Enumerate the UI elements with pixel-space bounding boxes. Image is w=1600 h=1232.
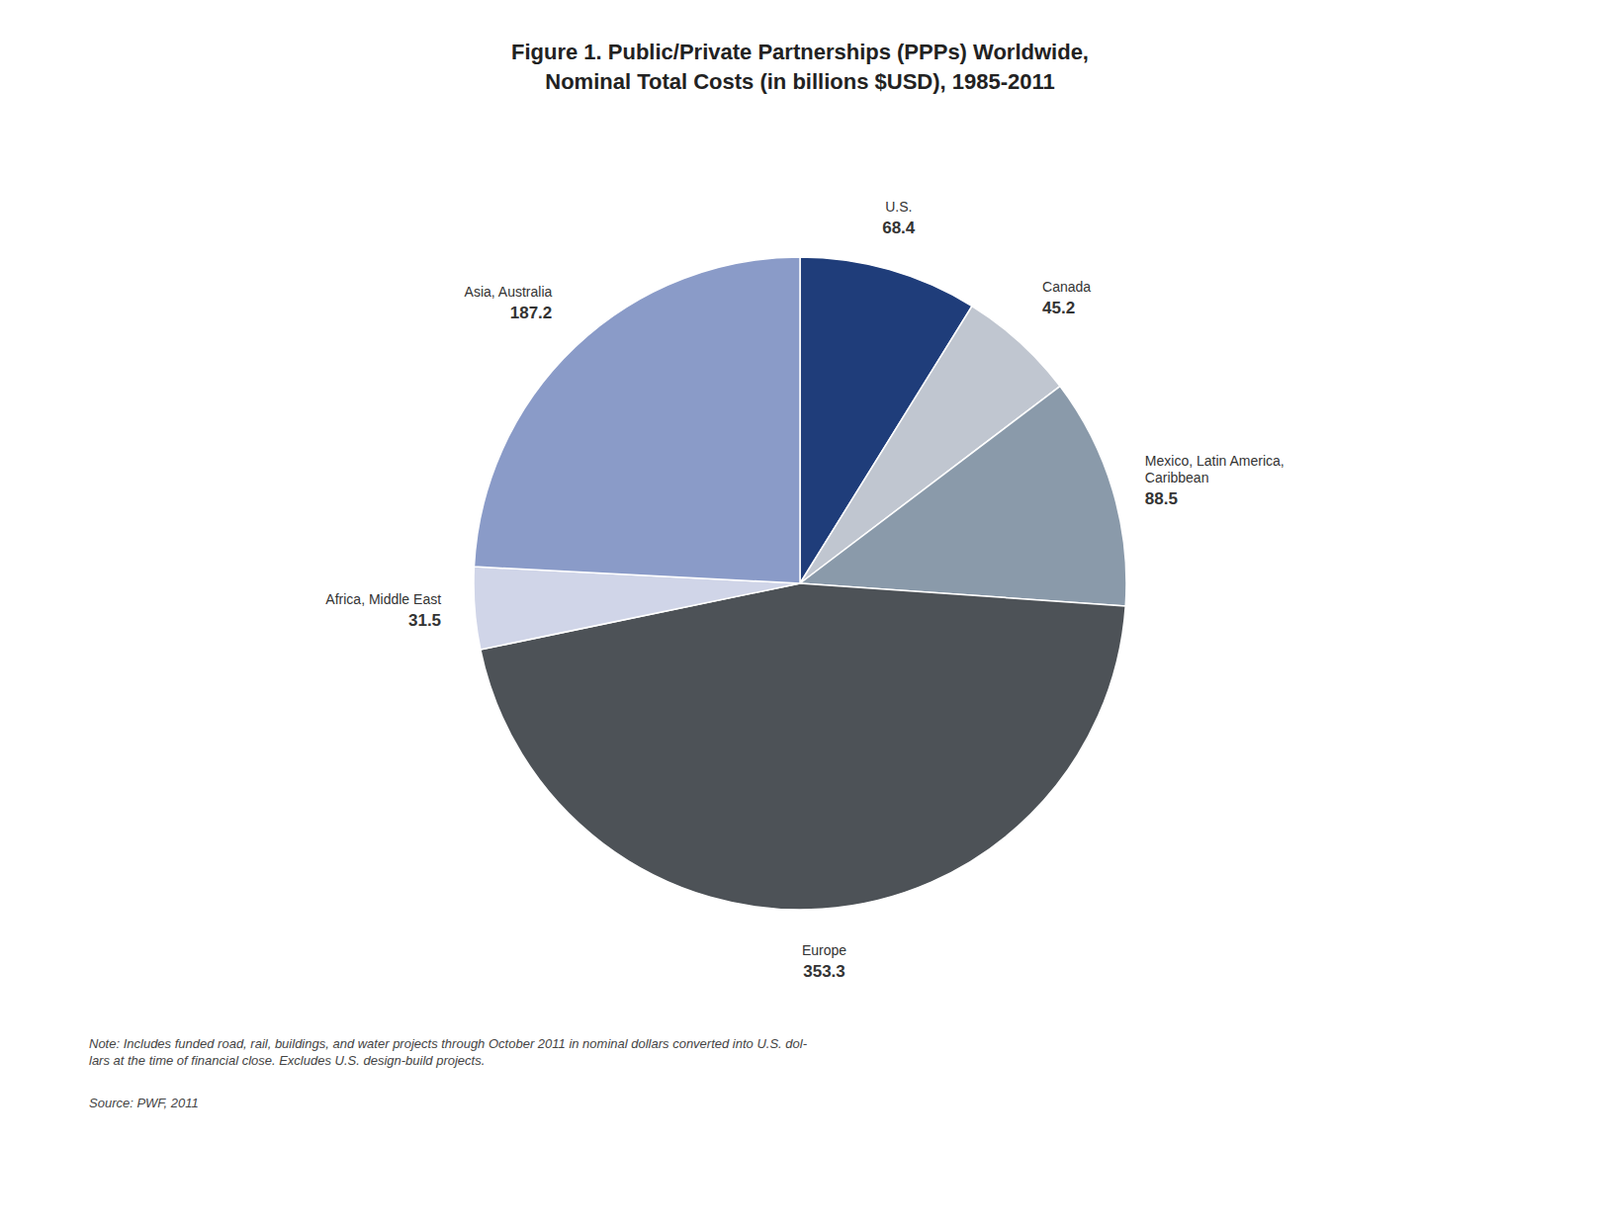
pie	[473, 257, 1127, 910]
annotation: Source: PWF, 2011	[88, 1095, 199, 1111]
data-label: 353.3	[802, 962, 846, 981]
chart-container: Figure 1. Public/Private Partnerships (P…	[0, 0, 1600, 1232]
slice	[800, 386, 1127, 607]
slice-label: Mexico, Latin America,Caribbean	[1145, 452, 1285, 486]
slice-label: Canada	[1042, 278, 1091, 295]
slice	[480, 583, 1126, 910]
slice-label: Asia, Australia	[464, 283, 553, 300]
slice-label: U.S.	[885, 198, 912, 215]
data-label: 187.2	[510, 303, 553, 323]
data-label: 45.2	[1042, 298, 1075, 318]
annotation: Note: Includes funded road, rail, buildi…	[88, 1036, 808, 1068]
background	[0, 0, 1600, 1232]
data-label: 31.5	[408, 611, 442, 630]
title: Figure 1. Public/Private Partnerships (P…	[511, 39, 1089, 94]
slice	[473, 257, 800, 584]
labels: U.S. 68.4 Canada 45.2 Mexico, Latin America,…	[325, 198, 1284, 981]
data-label: 68.4	[882, 218, 916, 238]
slice-label: Africa, Middle East	[325, 591, 442, 608]
slice-label: Europe	[801, 942, 847, 959]
chart: Figure 1. Public/Private Partnerships (P…	[0, 0, 1600, 1232]
data-label: 88.5	[1145, 489, 1178, 509]
